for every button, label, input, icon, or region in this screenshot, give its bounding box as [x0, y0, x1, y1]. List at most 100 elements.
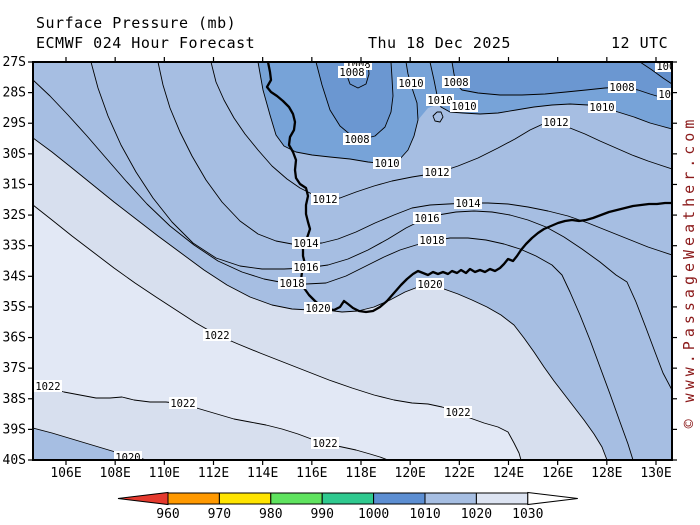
- isobar-label-box: [657, 88, 672, 100]
- isobar-label-text: 1022: [35, 381, 60, 393]
- lon-label-116E: 116E: [296, 466, 327, 481]
- isobar-label-1010: 1010: [588, 101, 616, 114]
- isobar-label-1016: 1016: [413, 212, 441, 225]
- lon-label-114E: 114E: [247, 466, 278, 481]
- isobar-1010: [429, 62, 672, 130]
- lon-label-120E: 120E: [395, 466, 426, 481]
- isobar-label-text: 1012: [312, 194, 337, 206]
- isobar-label-box: [426, 94, 454, 106]
- isobar-label-text: 1008: [443, 77, 468, 89]
- isobar-label-1020: 1020: [416, 278, 444, 291]
- map-frame: [32, 61, 673, 461]
- isobar-label-1022: 1022: [311, 437, 339, 450]
- lon-label-106E: 106E: [50, 466, 81, 481]
- isobar-1020: [33, 137, 608, 460]
- isobar-label-1006: 1006: [655, 61, 681, 73]
- legend-tick-960: 960: [156, 507, 179, 522]
- lat-label-38S: 38S: [3, 392, 26, 407]
- legend-tick-990: 990: [310, 507, 333, 522]
- isobar-label-1018: 1018: [278, 277, 306, 290]
- lon-label-128E: 128E: [591, 466, 622, 481]
- lat-label-29S: 29S: [3, 116, 26, 131]
- legend-tick-970: 970: [208, 507, 231, 522]
- lon-label-110E: 110E: [149, 466, 180, 481]
- isobar-1018: [33, 79, 634, 460]
- legend-tick-1010: 1010: [409, 507, 440, 522]
- isobar-label-box: [292, 261, 320, 273]
- isobar-label-box: [343, 133, 371, 145]
- isobar-label-1022: 1022: [203, 329, 231, 342]
- lat-label-31S: 31S: [3, 177, 26, 192]
- isobar-label-text: 1014: [293, 238, 318, 250]
- isobar-label-1018: 1018: [418, 234, 446, 247]
- coastline: [265, 62, 672, 314]
- isobar-label-text: 1020: [305, 303, 330, 315]
- legend-segment-3: [321, 492, 375, 505]
- isobar-label-box: [338, 66, 366, 78]
- pressure-band-low-below-1008-ne: [452, 62, 672, 100]
- isobar-label-1014: 1014: [292, 237, 320, 250]
- isobar-label-1022: 1022: [169, 397, 197, 410]
- isobar-label-1016: 1016: [292, 261, 320, 274]
- isobar-label-1008: 1008: [657, 88, 683, 101]
- isobar-label-box: [311, 193, 339, 205]
- legend-tick-1000: 1000: [358, 507, 389, 522]
- isobar-label-box: [278, 277, 306, 289]
- lat-label-40S: 40S: [3, 453, 26, 468]
- isobar-label-box: [416, 278, 444, 290]
- isobar-label-1010: 1010: [373, 157, 401, 170]
- isobar-label-box: [114, 451, 142, 460]
- legend-segment-6: [475, 492, 529, 505]
- isobar-label-text: 1010: [398, 78, 423, 90]
- lat-label-36S: 36S: [3, 331, 26, 346]
- pressure-band-low-below-1008-pocket: [316, 62, 393, 139]
- legend-segment-5: [424, 492, 477, 505]
- isobar-label-1010: 1010: [450, 100, 478, 113]
- isobar-label-text: 1020: [115, 452, 140, 464]
- isobar-label-box: [311, 437, 339, 449]
- isobar-label-1012: 1012: [423, 166, 451, 179]
- isobar-label-box: [418, 234, 446, 246]
- isobar-label-box: [34, 380, 62, 392]
- lon-label-126E: 126E: [542, 466, 573, 481]
- isobar-1006: [639, 62, 672, 85]
- isobar-label-text: 1020: [417, 279, 442, 291]
- lat-label-33S: 33S: [3, 239, 26, 254]
- pressure-band-ridge-above-1022: [33, 205, 521, 460]
- isobar-label-box: [169, 397, 197, 409]
- isobar-label-1008: 1008: [338, 66, 366, 79]
- page-title: Surface Pressure (mb): [36, 14, 237, 32]
- isobar-label-1010: 1010: [397, 77, 425, 90]
- isobar-label-text: 1010: [374, 158, 399, 170]
- isobar-label-box: [292, 237, 320, 249]
- isobar-label-1010: 1010: [426, 94, 454, 107]
- isobar-label-1014: 1014: [454, 197, 482, 210]
- isobar-label-text: 1008: [658, 89, 683, 101]
- isobar-label-text: 1018: [279, 278, 304, 290]
- isobar-label-text: 1008: [609, 82, 634, 94]
- isobar-label-box: [423, 166, 451, 178]
- isobar-label-text: 1008: [339, 67, 364, 79]
- isobar-label-text: 1008: [344, 134, 369, 146]
- isobar-label-text: 1018: [419, 235, 444, 247]
- isobar-label-text: 1006: [656, 61, 681, 73]
- lon-label-118E: 118E: [345, 466, 376, 481]
- isobar-label-box: [373, 157, 401, 169]
- isobar-label-box: [542, 116, 570, 128]
- legend-right-arrow: [527, 491, 578, 506]
- lon-label-124E: 124E: [493, 466, 524, 481]
- lon-label-122E: 122E: [444, 466, 475, 481]
- isobar-1022: [33, 204, 522, 460]
- lat-label-27S: 27S: [3, 55, 26, 70]
- legend-segment-4: [373, 492, 426, 505]
- isobar-label-text: 1016: [414, 213, 439, 225]
- isobar-label-box: [454, 197, 482, 209]
- lat-label-30S: 30S: [3, 147, 26, 162]
- lat-label-32S: 32S: [3, 208, 26, 223]
- legend-left-arrow: [117, 491, 169, 506]
- lat-label-28S: 28S: [3, 86, 26, 101]
- isobar-label-1012: 1012: [542, 116, 570, 129]
